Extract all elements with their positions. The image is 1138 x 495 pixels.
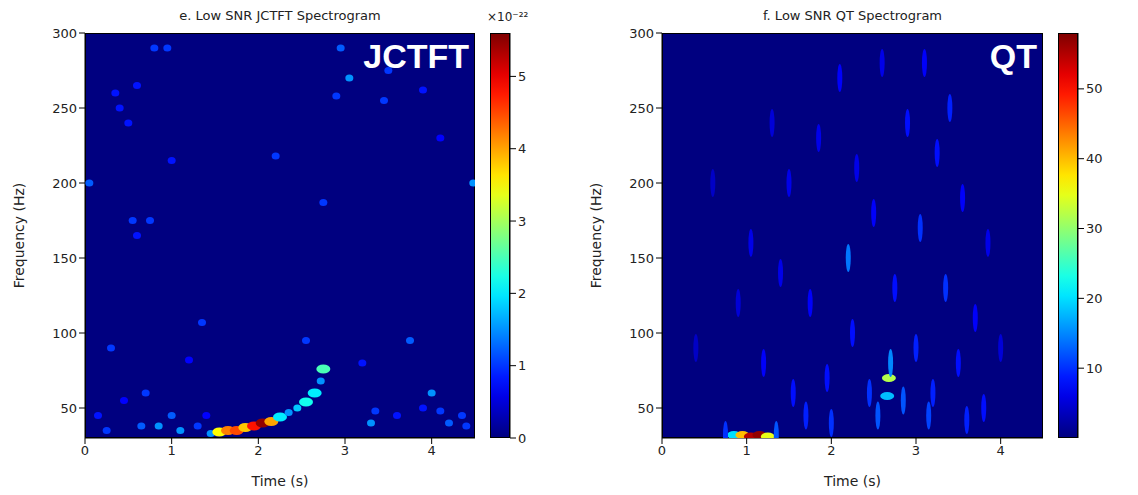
svg-text:1: 1: [168, 443, 176, 458]
svg-text:3: 3: [912, 443, 920, 458]
svg-text:150: 150: [52, 251, 77, 266]
svg-text:2: 2: [518, 286, 526, 301]
svg-text:50: 50: [1086, 81, 1103, 96]
html-text:×10⁻²²: ×10⁻²²: [487, 10, 529, 24]
svg-text:5: 5: [518, 69, 526, 84]
svg-text:50: 50: [60, 401, 77, 416]
html-text:JCTFT: JCTFT: [363, 37, 469, 75]
svg-text:Time (s): Time (s): [823, 473, 881, 489]
svg-text:10: 10: [1086, 361, 1103, 376]
svg-text:1: 1: [518, 358, 526, 373]
svg-text:2: 2: [827, 443, 835, 458]
svg-text:200: 200: [52, 176, 77, 191]
svg-text:4: 4: [997, 443, 1005, 458]
svg-text:Frequency (Hz): Frequency (Hz): [588, 183, 604, 289]
svg-text:0: 0: [81, 443, 89, 458]
svg-text:250: 250: [52, 101, 77, 116]
svg-text:1: 1: [743, 443, 751, 458]
svg-text:50: 50: [637, 401, 654, 416]
svg-text:0: 0: [518, 431, 526, 445]
svg-text:250: 250: [629, 101, 654, 116]
html-text:QT: QT: [989, 37, 1037, 75]
html-text:e. Low SNR JCTFT Spectrogram: e. Low SNR JCTFT Spectrogram: [179, 8, 381, 23]
svg-text:4: 4: [428, 443, 436, 458]
svg-text:Frequency (Hz): Frequency (Hz): [11, 183, 27, 289]
svg-text:3: 3: [341, 443, 349, 458]
svg-text:4: 4: [518, 141, 526, 156]
svg-text:40: 40: [1086, 151, 1103, 166]
svg-text:300: 300: [629, 26, 654, 41]
svg-text:30: 30: [1086, 221, 1103, 236]
svg-text:20: 20: [1086, 291, 1103, 306]
svg-text:150: 150: [629, 251, 654, 266]
svg-text:100: 100: [629, 326, 654, 341]
svg-text:100: 100: [52, 326, 77, 341]
svg-text:3: 3: [518, 214, 526, 229]
svg-text:300: 300: [52, 26, 77, 41]
svg-text:200: 200: [629, 176, 654, 191]
svg-text:Time (s): Time (s): [251, 473, 309, 489]
svg-text:0: 0: [658, 443, 666, 458]
html-text:f. Low SNR QT Spectrogram: f. Low SNR QT Spectrogram: [763, 8, 942, 23]
svg-text:2: 2: [254, 443, 262, 458]
